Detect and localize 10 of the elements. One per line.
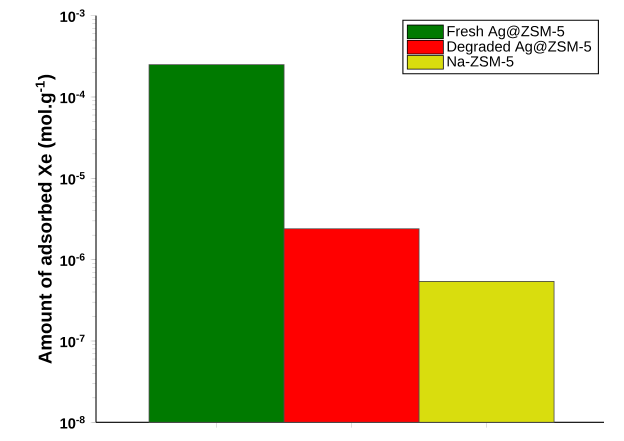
y-axis-title: Amount of adsorbed Xe (mol.g$^{-1}$) xyxy=(36,74,56,364)
y-tick-label: 10$^{-8}$ xyxy=(60,416,85,429)
y-tick-label: 10$^{-6}$ xyxy=(60,253,85,266)
legend-label: Na-ZSM-5 xyxy=(448,56,514,67)
y-tick-label: 10$^{-5}$ xyxy=(60,172,85,185)
legend-label: Degraded Ag@ZSM-5 xyxy=(448,40,592,55)
y-tick-label: 10$^{-4}$ xyxy=(60,90,85,104)
y-tick-label: 10$^{-3}$ xyxy=(60,9,85,22)
y-tick-label: 10$^{-7}$ xyxy=(60,334,85,348)
legend-label: Fresh Ag@ZSM-5 xyxy=(448,26,564,40)
